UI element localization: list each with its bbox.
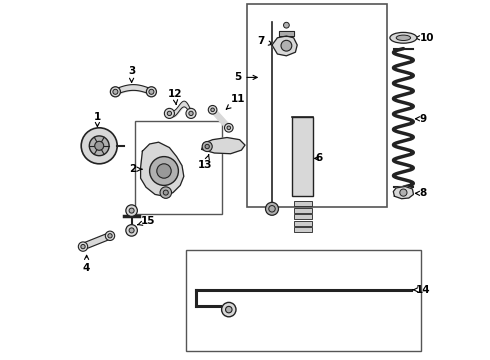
Circle shape <box>81 244 85 249</box>
Text: 4: 4 <box>83 255 90 273</box>
Bar <box>294 227 312 232</box>
Circle shape <box>211 108 215 112</box>
Bar <box>294 201 312 206</box>
Circle shape <box>208 105 217 114</box>
Circle shape <box>269 206 275 212</box>
Bar <box>292 117 314 196</box>
Polygon shape <box>141 142 184 196</box>
Text: 3: 3 <box>128 66 135 82</box>
Polygon shape <box>202 138 245 154</box>
Ellipse shape <box>396 35 411 41</box>
Circle shape <box>110 87 121 97</box>
Text: 9: 9 <box>416 114 427 124</box>
Text: 14: 14 <box>413 285 431 295</box>
Circle shape <box>163 190 169 195</box>
Circle shape <box>281 40 292 51</box>
Text: 12: 12 <box>168 89 182 105</box>
Circle shape <box>147 87 156 97</box>
Bar <box>294 214 312 219</box>
Bar <box>186 250 421 351</box>
Circle shape <box>157 164 171 178</box>
Bar <box>294 208 312 213</box>
Circle shape <box>400 189 407 196</box>
Polygon shape <box>279 31 294 36</box>
Circle shape <box>202 141 212 152</box>
Text: 5: 5 <box>234 72 257 82</box>
Bar <box>247 4 387 207</box>
Circle shape <box>224 123 233 132</box>
Circle shape <box>221 302 236 317</box>
Circle shape <box>225 306 232 313</box>
Text: 2: 2 <box>129 164 142 174</box>
Bar <box>135 121 221 214</box>
Polygon shape <box>211 108 231 130</box>
Circle shape <box>160 187 172 198</box>
Circle shape <box>227 126 231 130</box>
Text: 1: 1 <box>94 112 101 127</box>
Circle shape <box>113 89 118 94</box>
Text: 13: 13 <box>198 155 213 170</box>
Text: 8: 8 <box>416 188 427 198</box>
Text: 15: 15 <box>138 216 155 226</box>
Text: 6: 6 <box>315 153 322 163</box>
Circle shape <box>108 234 112 238</box>
Circle shape <box>89 136 109 156</box>
Circle shape <box>149 157 178 185</box>
Polygon shape <box>82 233 111 249</box>
Text: 11: 11 <box>226 94 245 109</box>
Circle shape <box>284 22 289 28</box>
Circle shape <box>126 225 137 236</box>
Polygon shape <box>272 36 297 56</box>
Circle shape <box>129 208 134 213</box>
Ellipse shape <box>390 32 417 43</box>
Polygon shape <box>393 186 414 199</box>
Circle shape <box>81 128 117 164</box>
Circle shape <box>129 228 134 233</box>
Circle shape <box>205 144 209 149</box>
Circle shape <box>266 202 278 215</box>
Text: 7: 7 <box>257 36 273 46</box>
Circle shape <box>95 141 104 150</box>
Bar <box>294 221 312 226</box>
Circle shape <box>189 111 193 116</box>
Circle shape <box>126 205 137 216</box>
Circle shape <box>164 108 174 118</box>
Circle shape <box>78 242 88 251</box>
Text: 10: 10 <box>416 33 434 43</box>
Circle shape <box>105 231 115 240</box>
Circle shape <box>149 89 154 94</box>
Circle shape <box>186 108 196 118</box>
Circle shape <box>167 111 171 116</box>
